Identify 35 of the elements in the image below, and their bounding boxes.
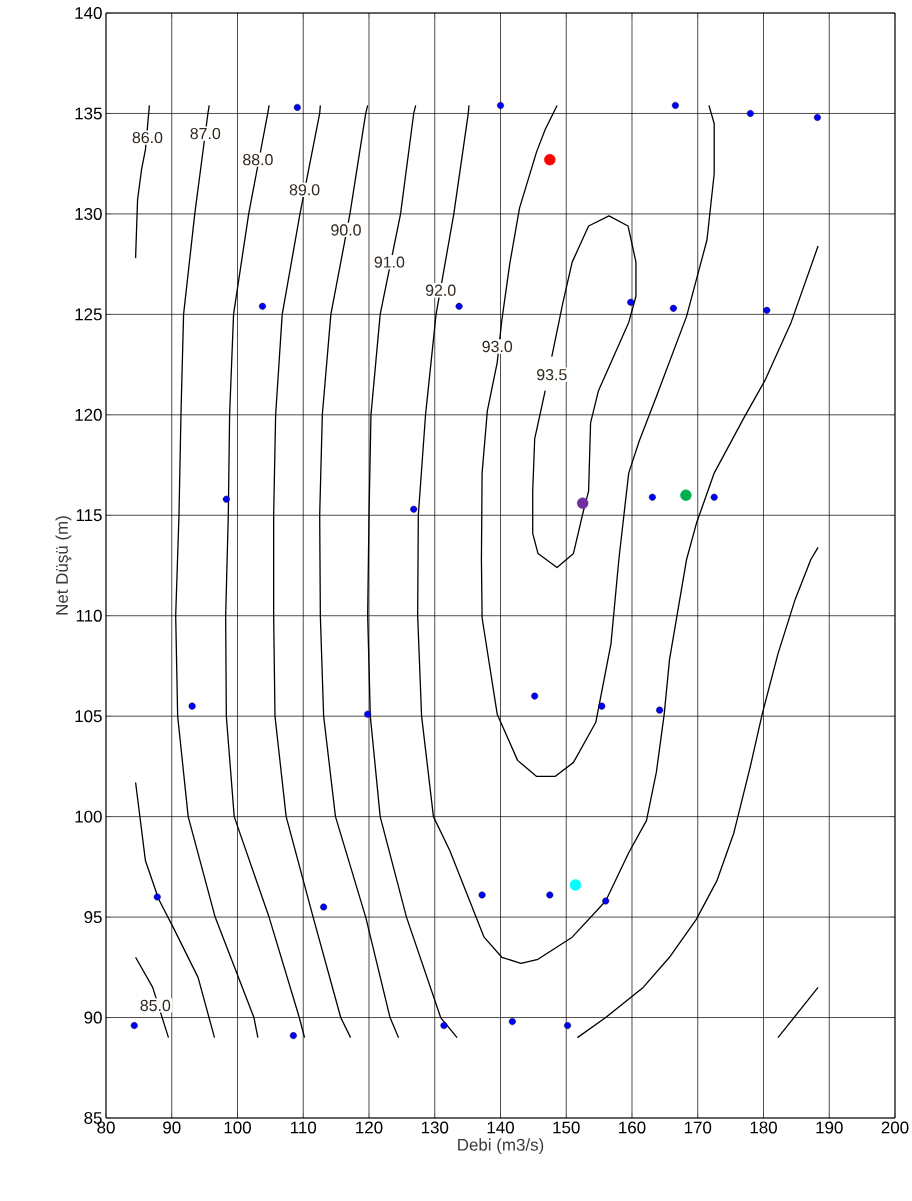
y-tick-label: 115 [76, 509, 102, 522]
x-tick-label: 170 [684, 1121, 711, 1134]
x-tick-label: 100 [224, 1121, 251, 1134]
y-tick-label: 125 [75, 308, 102, 321]
y-tick-label: 95 [84, 911, 102, 924]
y-tick-label: 130 [75, 207, 102, 220]
y-tick-label: 100 [75, 810, 102, 823]
annotation: 86.0 [132, 131, 163, 144]
y-tick-label: 90 [84, 1011, 102, 1024]
annotation: 93.5 [536, 369, 567, 381]
x-tick-label: 140 [487, 1121, 514, 1134]
x-tick-label: 120 [355, 1121, 383, 1134]
annotation: 88.0 [242, 154, 273, 166]
x-tick-label: 90 [162, 1121, 181, 1134]
annotation: 93.0 [482, 340, 512, 353]
x-tick-label: 190 [816, 1121, 843, 1134]
x-tick-label: 180 [750, 1121, 777, 1134]
annotation: 89.0 [289, 184, 320, 196]
annotation: 90.0 [331, 224, 361, 236]
x-tick-label: 130 [421, 1121, 448, 1134]
annotation: 91.0 [374, 256, 405, 268]
x-tick-label: 200 [881, 1121, 909, 1134]
x-tick-label: 110 [290, 1121, 316, 1134]
x-axis-title: Debi (m3/s) [457, 1138, 543, 1155]
y-tick-label: 135 [75, 107, 102, 120]
y-tick-label: 140 [75, 7, 102, 20]
y-tick-label: 110 [76, 609, 102, 622]
y-tick-label: 120 [75, 408, 102, 421]
x-tick-label: 150 [553, 1121, 580, 1134]
annotation: 85.0 [140, 999, 170, 1012]
x-tick-label: 160 [618, 1121, 646, 1134]
y-tick-label: 105 [75, 710, 102, 723]
annotation: 87.0 [190, 127, 220, 140]
y-axis-title: Net Düşü (m) [55, 516, 72, 615]
annotation: 92.0 [425, 284, 456, 296]
